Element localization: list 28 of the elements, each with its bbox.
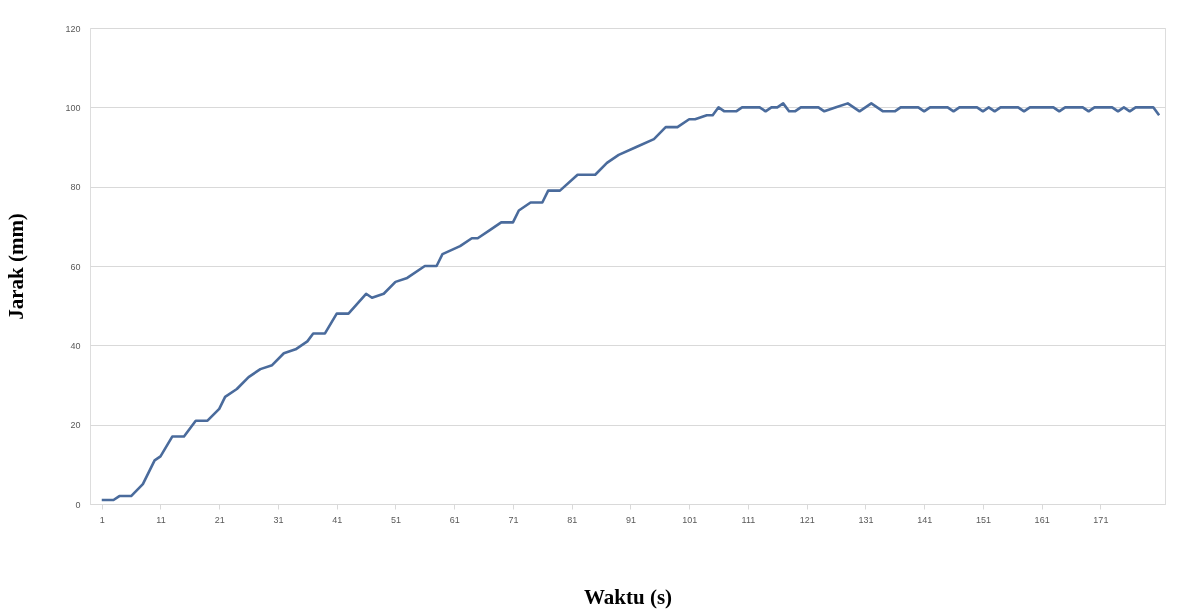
x-tick-label: 81 [567,514,578,525]
x-tick-label: 31 [273,514,284,525]
y-tick-label: 0 [75,499,81,510]
x-tick-label: 171 [1093,514,1109,525]
y-tick-label: 60 [70,261,81,272]
x-tick-label: 101 [682,514,698,525]
x-tick-label: 141 [917,514,933,525]
x-tick-label: 1 [99,514,105,525]
x-tick-label: 91 [625,514,636,525]
y-tick-label: 20 [70,420,81,431]
x-tick-label: 161 [1034,514,1050,525]
x-tick-label: 11 [156,514,166,525]
x-tick-label: 151 [975,514,991,525]
y-tick-label: 120 [65,23,81,34]
y-tick-label: 40 [70,340,81,351]
x-axis-title: Waktu (s) [583,584,673,609]
x-tick-label: 71 [508,514,519,525]
x-tick-label: 121 [799,514,815,525]
x-tick-label: 41 [332,514,343,525]
y-axis-title: Jarak (mm) [4,213,29,320]
x-tick-label: 21 [214,514,225,525]
x-tick-label: 111 [741,514,756,525]
x-tick-label: 131 [858,514,874,525]
x-tick-label: 61 [449,514,460,525]
y-tick-label: 80 [70,182,81,193]
y-tick-label: 100 [65,102,81,113]
line-series [100,102,1161,502]
x-tick-label: 51 [390,514,401,525]
